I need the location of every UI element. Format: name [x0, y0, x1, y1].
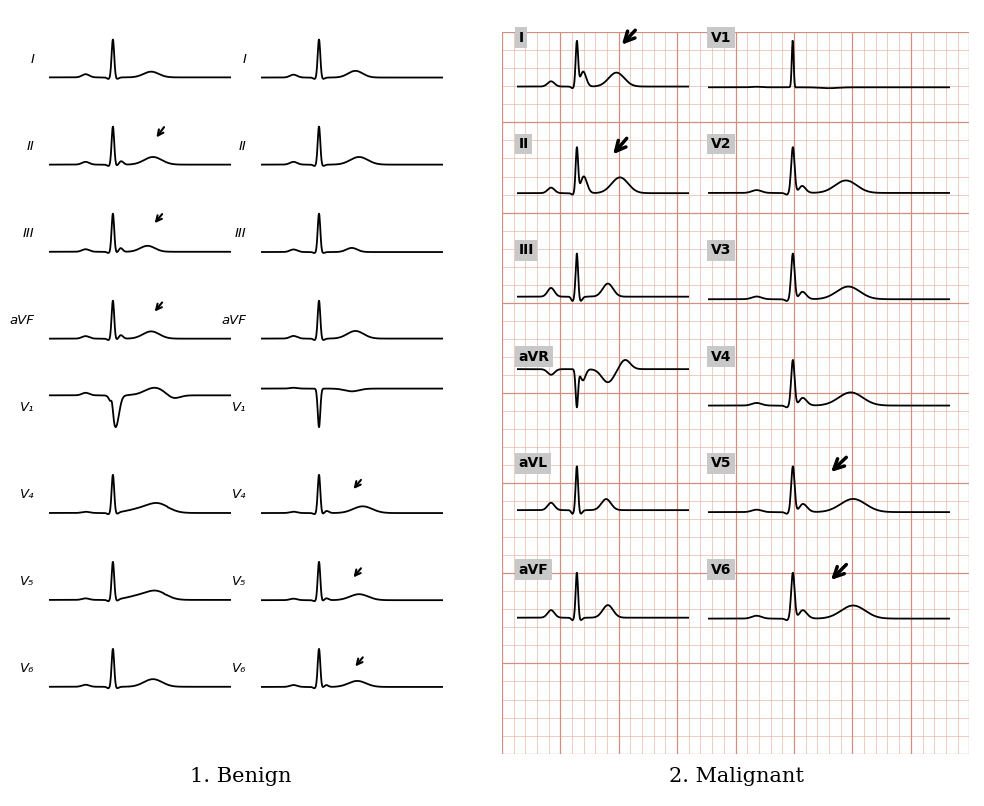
Text: V₄: V₄	[231, 488, 246, 501]
Text: 1. Benign: 1. Benign	[190, 767, 292, 786]
Text: I: I	[519, 31, 523, 44]
Text: I: I	[242, 52, 246, 66]
Text: V3: V3	[710, 243, 731, 257]
Text: I: I	[31, 52, 34, 66]
Text: V6: V6	[710, 563, 731, 576]
Text: aVL: aVL	[519, 456, 547, 470]
Text: aVF: aVF	[221, 314, 246, 327]
Text: II: II	[238, 139, 246, 153]
Text: aVF: aVF	[10, 314, 34, 327]
Text: V₆: V₆	[231, 662, 246, 675]
Text: II: II	[519, 137, 528, 151]
Text: V₁: V₁	[231, 401, 246, 414]
Text: V₅: V₅	[20, 575, 34, 588]
Text: V₄: V₄	[20, 488, 34, 501]
Text: V₁: V₁	[20, 401, 34, 414]
Text: V1: V1	[710, 31, 731, 44]
Text: III: III	[519, 243, 533, 257]
Text: V2: V2	[710, 137, 731, 151]
Text: aVF: aVF	[519, 563, 548, 576]
Text: V₅: V₅	[231, 575, 246, 588]
Text: II: II	[27, 139, 34, 153]
Text: V4: V4	[710, 350, 731, 364]
Text: aVR: aVR	[519, 350, 549, 364]
Text: V₆: V₆	[20, 662, 34, 675]
Text: V5: V5	[710, 456, 731, 470]
Text: III: III	[23, 226, 34, 240]
Text: III: III	[234, 226, 246, 240]
Text: 2. Malignant: 2. Malignant	[668, 767, 804, 786]
